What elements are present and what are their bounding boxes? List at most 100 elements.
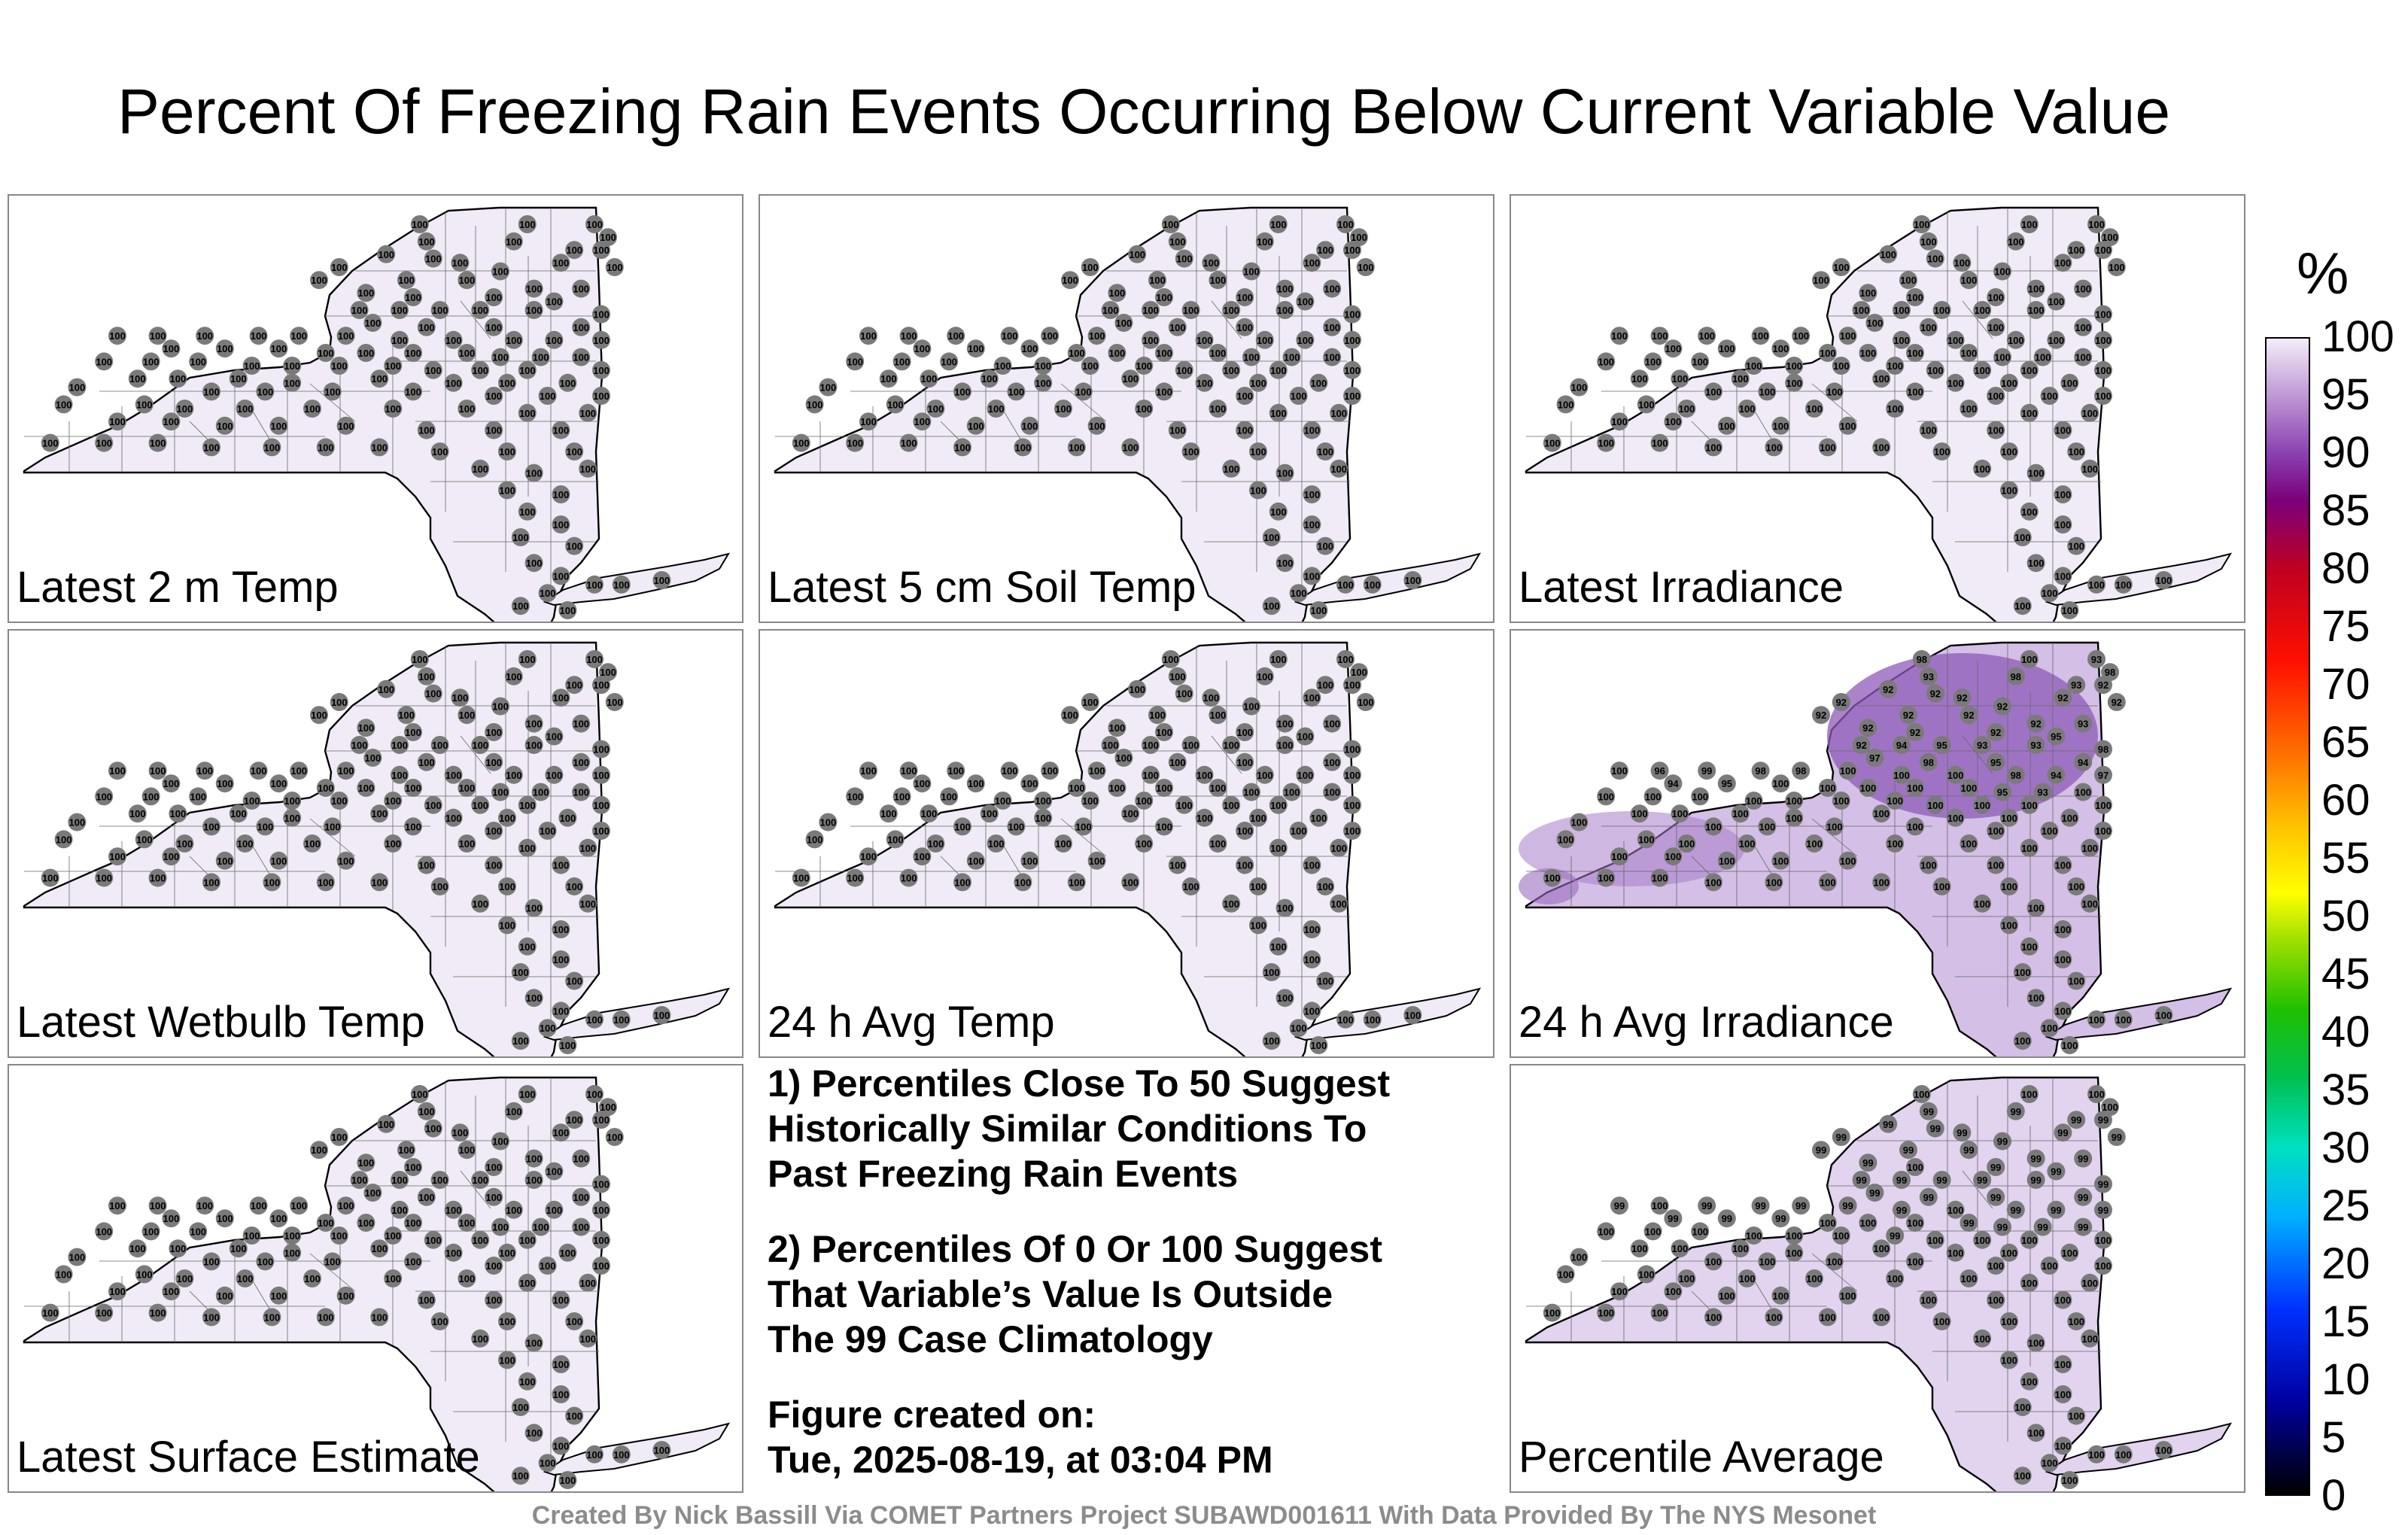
station-value: 100 <box>546 296 563 308</box>
station-value: 100 <box>2062 1040 2078 1051</box>
station-value: 100 <box>1759 1256 1776 1267</box>
station-value: 99 <box>1614 1200 1625 1211</box>
station-value: 100 <box>1900 275 1917 286</box>
station-value: 100 <box>338 1200 354 1211</box>
station-value: 100 <box>593 1260 610 1272</box>
station-marker: 100 <box>558 373 577 392</box>
station-value: 100 <box>385 795 401 807</box>
station-marker: 93 <box>2087 650 2105 668</box>
map-panel: 98 100 93 98 93 98 92 92 92 93 92 92 92 92 92 92 92 92 92 9… <box>1510 629 2245 1058</box>
station-value: 100 <box>1149 710 1166 721</box>
station-value: 100 <box>1773 421 1789 432</box>
station-marker: 100 <box>1872 1308 1891 1327</box>
station-value: 100 <box>1089 856 1105 867</box>
station-value: 100 <box>2068 245 2084 256</box>
station-value: 100 <box>1645 1226 1662 1237</box>
station-value: 100 <box>1746 795 1762 807</box>
station-value: 99 <box>2011 1205 2021 1216</box>
station-value: 100 <box>1337 654 1354 665</box>
station-marker: 100 <box>236 400 254 418</box>
station-value: 100 <box>1250 813 1266 824</box>
station-value: 100 <box>553 1005 570 1017</box>
station-marker: 100 <box>1236 723 1254 741</box>
station-marker: 100 <box>1926 1230 1944 1249</box>
station-marker: 100 <box>2054 567 2072 585</box>
station-value: 100 <box>1304 570 1321 582</box>
station-marker: 100 <box>1993 348 2011 366</box>
station-value: 100 <box>579 464 596 475</box>
station-marker: 100 <box>1825 817 1844 836</box>
station-marker: 100 <box>417 421 436 439</box>
station-value: 100 <box>445 335 462 346</box>
station-marker: 100 <box>458 1141 476 1160</box>
station-value: 100 <box>519 506 536 518</box>
station-marker: 99 <box>1919 1187 1938 1206</box>
station-value: 100 <box>405 821 421 832</box>
station-marker: 100 <box>1303 254 1321 272</box>
station-value: 100 <box>1786 813 1802 824</box>
station-marker: 100 <box>1832 258 1850 276</box>
station-value: 100 <box>432 1316 448 1327</box>
station-value: 100 <box>1806 838 1823 850</box>
station-marker: 100 <box>1168 318 1187 336</box>
station-value: 100 <box>1934 305 1950 316</box>
station-value: 100 <box>2115 1449 2132 1461</box>
station-value: 100 <box>526 305 543 316</box>
map-panel: 100 100 100 100 100 100 100 100 100 100 100 100 100 1… <box>8 1064 743 1493</box>
station-marker: 100 <box>2081 838 2099 857</box>
station-marker: 100 <box>518 215 537 233</box>
station-value: 100 <box>271 1290 287 1302</box>
station-marker: 100 <box>2020 502 2039 521</box>
station-value: 100 <box>1304 954 1321 965</box>
station-marker: 100 <box>859 327 877 345</box>
station-marker: 100 <box>966 339 985 358</box>
station-value: 100 <box>2055 1295 2072 1306</box>
station-marker: 100 <box>363 749 382 767</box>
station-marker: 100 <box>1155 779 1173 797</box>
station-value: 100 <box>365 752 382 764</box>
station-value: 100 <box>425 1123 442 1135</box>
station-marker: 100 <box>1020 416 1039 435</box>
station-value: 100 <box>1853 305 1870 316</box>
station-marker: 100 <box>1087 761 1106 780</box>
station-marker: 100 <box>886 830 905 849</box>
station-marker: 100 <box>169 1239 187 1258</box>
station-marker: 100 <box>1209 779 1227 797</box>
station-value: 93 <box>2078 719 2088 730</box>
station-marker: 100 <box>518 650 537 668</box>
station-marker: 100 <box>2054 421 2072 439</box>
station-marker: 100 <box>2060 1471 2079 1489</box>
station-marker: 100 <box>1792 327 1811 345</box>
station-marker: 100 <box>1236 856 1254 874</box>
station-marker: 100 <box>162 412 181 431</box>
station-marker: 100 <box>323 1252 342 1271</box>
station-marker: 100 <box>162 774 181 793</box>
station-marker: 100 <box>1135 792 1154 810</box>
station-marker: 100 <box>202 873 220 892</box>
station-marker: 100 <box>511 1398 530 1416</box>
station-marker: 100 <box>417 667 436 685</box>
station-value: 100 <box>1645 356 1662 367</box>
station-marker: 100 <box>552 485 570 503</box>
station-value: 100 <box>807 399 823 410</box>
station-value: 100 <box>284 360 300 372</box>
station-value: 100 <box>1075 386 1092 397</box>
station-value: 100 <box>1089 421 1105 432</box>
station-value: 100 <box>1069 348 1085 359</box>
station-marker: 100 <box>2054 1290 2072 1309</box>
station-marker: 100 <box>1570 813 1589 831</box>
station-marker: 93 <box>2067 676 2086 695</box>
station-marker: 100 <box>336 851 355 870</box>
station-value: 100 <box>560 1475 576 1486</box>
station-marker: 100 <box>1872 369 1891 388</box>
station-value: 92 <box>1910 727 1920 738</box>
station-marker: 100 <box>1209 834 1227 853</box>
station-value: 99 <box>1896 1175 1907 1186</box>
station-value: 100 <box>586 654 603 665</box>
station-marker: 100 <box>2020 795 2039 814</box>
station-marker: 100 <box>1269 360 1288 379</box>
station-marker: 100 <box>1343 241 1361 260</box>
station-marker: 94 <box>2074 752 2093 771</box>
station-value: 100 <box>203 1312 220 1323</box>
station-value: 100 <box>2062 1248 2078 1259</box>
